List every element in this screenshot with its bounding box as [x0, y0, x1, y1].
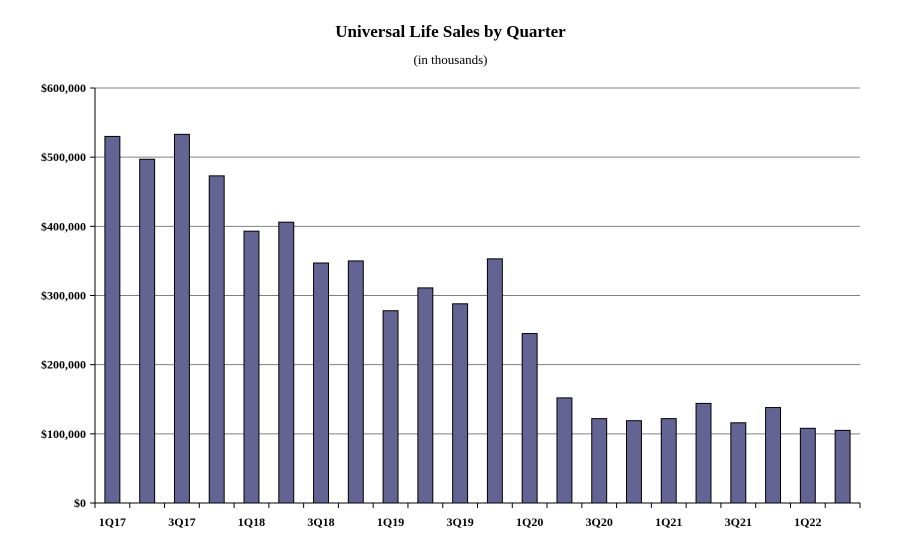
- y-tick-label: $500,000: [41, 150, 86, 164]
- bar-3Q18: [313, 262, 329, 504]
- bar-2Q17: [139, 158, 156, 504]
- y-tick-label: $0: [74, 496, 86, 510]
- y-tick-label: $100,000: [41, 427, 86, 441]
- bar-4Q19: [486, 258, 503, 504]
- bar-4Q21: [765, 407, 782, 504]
- x-tick-label: 1Q17: [99, 515, 126, 529]
- x-tick-label: 3Q21: [725, 515, 752, 529]
- x-tick-label: 1Q21: [655, 515, 682, 529]
- bar-3Q17: [173, 133, 190, 504]
- bar-2Q19: [417, 287, 434, 504]
- x-tick-label: 3Q17: [168, 515, 195, 529]
- bar-2Q22: [834, 429, 851, 504]
- bar-1Q22: [799, 427, 816, 504]
- x-tick-label: 3Q18: [307, 515, 334, 529]
- bar-4Q20: [626, 420, 642, 504]
- bar-1Q17: [104, 135, 121, 504]
- x-tick-label: 1Q20: [516, 515, 543, 529]
- x-tick-label: 3Q19: [446, 515, 473, 529]
- bar-4Q17: [208, 175, 225, 504]
- bar-1Q18: [243, 230, 260, 504]
- chart-title: Universal Life Sales by Quarter: [335, 22, 566, 41]
- bar-1Q19: [382, 310, 399, 504]
- bar-4Q18: [347, 260, 364, 504]
- chart-subtitle: (in thousands): [413, 52, 488, 67]
- bar-3Q19: [452, 303, 469, 504]
- y-tick-label: $600,000: [41, 81, 86, 95]
- y-tick-label: $300,000: [41, 289, 86, 303]
- bar-3Q20: [591, 418, 608, 504]
- bar-3Q21: [730, 422, 747, 504]
- bar-1Q20: [521, 333, 538, 504]
- y-tick-label: $200,000: [41, 358, 86, 372]
- x-tick-label: 3Q20: [586, 515, 613, 529]
- bar-2Q18: [278, 221, 295, 504]
- bar-1Q21: [660, 418, 677, 504]
- x-tick-label: 1Q19: [377, 515, 404, 529]
- y-tick-label: $400,000: [41, 219, 86, 233]
- bar-2Q21: [695, 402, 712, 504]
- bar-2Q20: [556, 397, 573, 504]
- x-tick-label: 1Q22: [794, 515, 821, 529]
- x-tick-label: 1Q18: [238, 515, 265, 529]
